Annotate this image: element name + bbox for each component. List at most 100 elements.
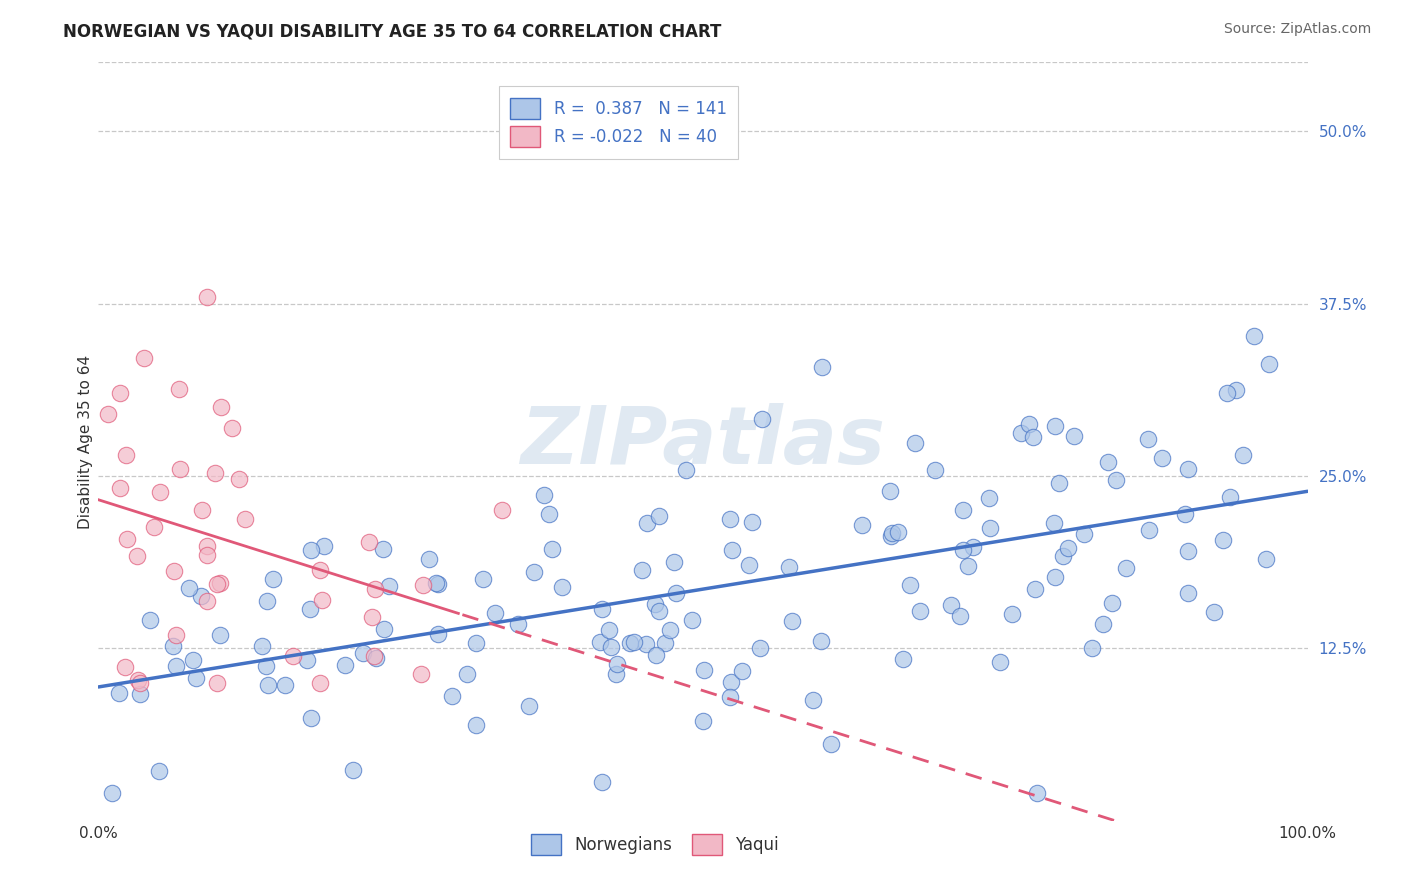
Point xyxy=(484,606,506,620)
Point xyxy=(780,614,803,628)
Point xyxy=(298,601,321,615)
Point xyxy=(195,539,218,553)
Point xyxy=(1047,476,1070,491)
Point xyxy=(606,657,628,671)
Point xyxy=(148,764,170,779)
Point xyxy=(299,542,322,557)
Point xyxy=(1243,329,1265,343)
Point xyxy=(129,675,152,690)
Point xyxy=(952,503,974,517)
Point xyxy=(162,639,184,653)
Point xyxy=(1073,527,1095,541)
Point xyxy=(190,503,212,517)
Point xyxy=(309,675,332,690)
Point xyxy=(333,658,356,673)
Point xyxy=(409,667,432,681)
Point xyxy=(523,565,546,579)
Point xyxy=(636,516,658,531)
Point xyxy=(257,678,280,692)
Point xyxy=(665,586,688,600)
Text: Source: ZipAtlas.com: Source: ZipAtlas.com xyxy=(1223,22,1371,37)
Point xyxy=(540,542,562,557)
Point xyxy=(1258,357,1281,371)
Point xyxy=(659,623,682,637)
Point xyxy=(1219,490,1241,504)
Point xyxy=(97,407,120,421)
Point xyxy=(1215,385,1237,400)
Point xyxy=(1001,607,1024,621)
Point xyxy=(311,593,333,607)
Point xyxy=(630,563,652,577)
Point xyxy=(373,542,395,557)
Point xyxy=(283,649,305,664)
Point xyxy=(1097,455,1119,469)
Point xyxy=(908,604,931,618)
Point xyxy=(623,635,645,649)
Point xyxy=(184,671,207,685)
Point xyxy=(1232,448,1254,462)
Point xyxy=(1105,473,1128,487)
Point xyxy=(378,579,401,593)
Point xyxy=(741,515,763,529)
Point xyxy=(600,640,623,655)
Point xyxy=(977,491,1000,505)
Point xyxy=(891,652,914,666)
Point xyxy=(363,648,385,663)
Point xyxy=(465,718,488,732)
Point xyxy=(295,653,318,667)
Point xyxy=(1021,430,1043,444)
Point xyxy=(810,634,832,648)
Point xyxy=(364,582,387,596)
Point xyxy=(418,551,440,566)
Point xyxy=(360,610,382,624)
Point xyxy=(115,532,138,546)
Point xyxy=(1081,640,1104,655)
Point xyxy=(1043,570,1066,584)
Point xyxy=(314,539,336,553)
Point xyxy=(1043,419,1066,434)
Point xyxy=(299,711,322,725)
Point xyxy=(1010,425,1032,440)
Point xyxy=(1137,524,1160,538)
Point xyxy=(1137,432,1160,446)
Point xyxy=(165,628,187,642)
Point xyxy=(254,659,277,673)
Point xyxy=(952,543,974,558)
Point xyxy=(1101,596,1123,610)
Point xyxy=(209,575,232,590)
Point xyxy=(491,503,513,517)
Point xyxy=(506,616,529,631)
Point xyxy=(1024,582,1046,596)
Point xyxy=(517,698,540,713)
Point xyxy=(721,543,744,558)
Point xyxy=(778,560,800,574)
Point xyxy=(108,686,131,700)
Point xyxy=(108,386,131,401)
Point xyxy=(101,786,124,800)
Point xyxy=(664,555,686,569)
Point xyxy=(129,687,152,701)
Point xyxy=(898,578,921,592)
Point xyxy=(939,598,962,612)
Point xyxy=(880,529,903,543)
Point xyxy=(114,660,136,674)
Point xyxy=(1052,549,1074,563)
Point xyxy=(177,581,200,595)
Point xyxy=(309,563,332,577)
Point xyxy=(880,526,903,541)
Point xyxy=(648,509,671,524)
Point xyxy=(471,572,494,586)
Point xyxy=(1177,586,1199,600)
Point xyxy=(197,594,219,608)
Point xyxy=(538,507,561,521)
Point xyxy=(205,577,228,591)
Point xyxy=(1212,533,1234,548)
Point xyxy=(127,549,149,564)
Point xyxy=(221,421,243,435)
Point xyxy=(108,481,131,495)
Point xyxy=(169,462,191,476)
Point xyxy=(190,589,212,603)
Point xyxy=(181,653,204,667)
Point xyxy=(1225,383,1247,397)
Point xyxy=(342,764,364,778)
